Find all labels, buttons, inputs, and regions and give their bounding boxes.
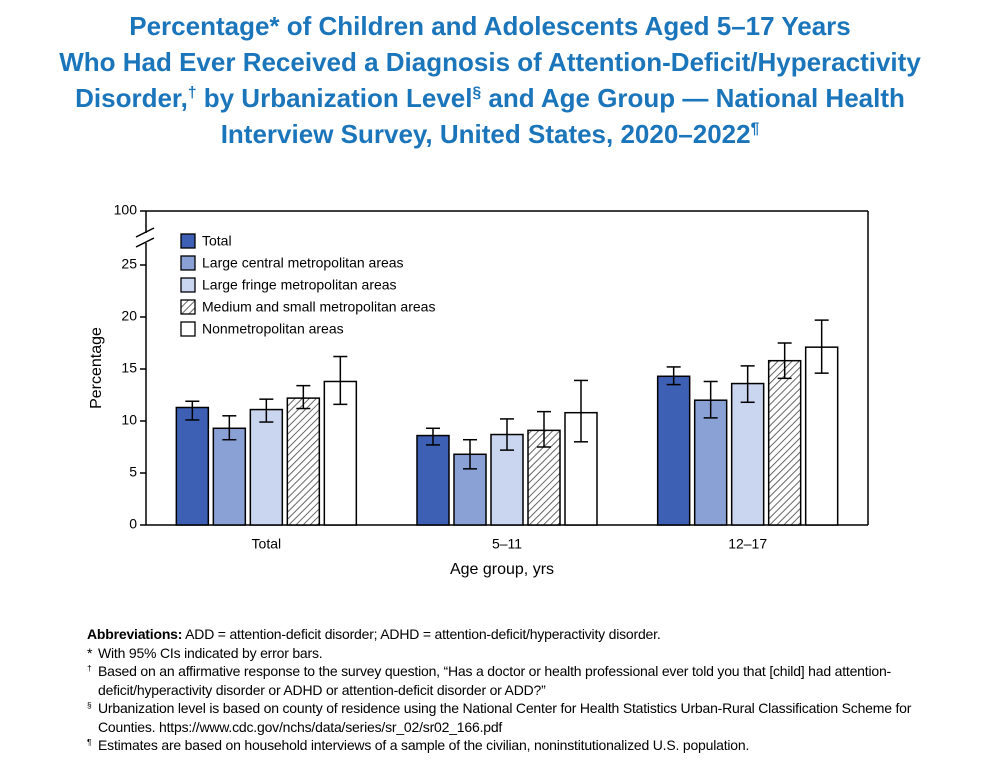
legend-label: Large central metropolitan areas — [202, 255, 404, 271]
abbreviations-text: ADD = attention-deficit disorder; ADHD =… — [185, 626, 661, 642]
footnote-symbol: ¶ — [87, 736, 92, 747]
footnote: * With 95% CIs indicated by error bars. — [87, 644, 917, 663]
y-tick-label: 0 — [129, 516, 137, 532]
legend-label: Nonmetropolitan areas — [202, 321, 344, 337]
footnote: ¶ Estimates are based on household interv… — [87, 736, 917, 755]
title-line: Percentage* of Children and Adolescents … — [129, 11, 851, 41]
x-tick-label: 12–17 — [728, 536, 767, 552]
y-tick-label: 10 — [121, 412, 137, 428]
abbreviations-label: Abbreviations: — [87, 626, 183, 642]
legend-swatch — [180, 321, 196, 337]
bar — [656, 375, 691, 526]
bar — [730, 382, 765, 526]
bar — [175, 406, 210, 526]
bar — [527, 429, 561, 526]
x-axis-label: Age group, yrs — [450, 561, 554, 578]
axis-break — [135, 237, 155, 248]
bar — [286, 397, 321, 526]
y-tick-label: 20 — [121, 308, 137, 324]
legend-label: Total — [202, 233, 232, 249]
bar — [693, 399, 728, 526]
footnote-text: Based on an affirmative response to the … — [98, 663, 891, 698]
footnotes: Abbreviations: ADD = attention-deficit d… — [87, 625, 917, 755]
y-axis-label: Percentage — [88, 327, 105, 409]
legend-swatch — [180, 233, 196, 249]
footnote-text: Urbanization level is based on county of… — [98, 700, 912, 735]
legend-swatch — [180, 255, 196, 271]
footnote-text: Estimates are based on household intervi… — [98, 737, 750, 753]
bar — [249, 408, 284, 526]
footnote-text: With 95% CIs indicated by error bars. — [98, 644, 323, 661]
footnote: § Urbanization level is based on county o… — [87, 699, 917, 736]
legend-label: Large fringe metropolitan areas — [202, 277, 397, 293]
bar — [416, 434, 450, 526]
footnote-symbol: * — [87, 644, 93, 661]
x-tick-label: 5–11 — [492, 536, 522, 552]
legend-swatch — [180, 299, 196, 315]
x-tick-label: Total — [252, 536, 282, 552]
y-tick-label: 100 — [114, 202, 138, 218]
legend-label: Medium and small metropolitan areas — [202, 299, 435, 315]
footnote: † Based on an affirmative response to the… — [87, 662, 917, 699]
bar — [804, 346, 839, 526]
axis-break-gap — [136, 233, 156, 243]
bar — [212, 427, 247, 526]
chart-title: Percentage* of Children and Adolescents … — [0, 8, 980, 152]
title-line: Interview Survey, United States, 2020–20… — [220, 119, 760, 149]
axis-break — [135, 227, 155, 238]
footnote-symbol: § — [87, 699, 92, 710]
legend-swatch — [180, 277, 196, 293]
y-tick-label: 15 — [121, 360, 137, 376]
y-tick-label: 5 — [129, 464, 137, 480]
y-tick-label: 25 — [121, 256, 137, 272]
abbreviations: Abbreviations: ADD = attention-deficit d… — [87, 625, 917, 644]
title-line: Disorder,† by Urbanization Level§ and Ag… — [75, 83, 905, 113]
bar — [767, 359, 802, 526]
title-line: Who Had Ever Received a Diagnosis of Att… — [59, 47, 921, 77]
footnote-symbol: † — [87, 662, 92, 673]
bar — [323, 380, 358, 526]
